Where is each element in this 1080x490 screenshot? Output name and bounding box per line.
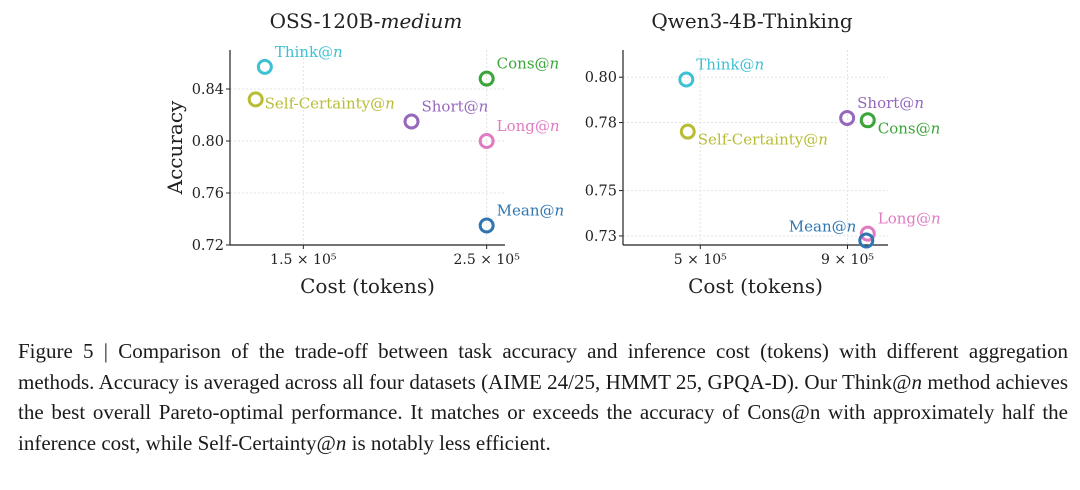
charts-figure: 0.72 0.76 0.80 0.84 1.5 × 10⁵ 2.5 × 10⁵ OSS-12…: [163, 9, 941, 298]
point-mean: [478, 217, 495, 234]
x-tick-label: 9 × 10⁵: [821, 252, 874, 268]
point-label-mean: Mean@n: [497, 202, 565, 220]
chart-title: Qwen3-4B-Thinking: [651, 9, 852, 33]
point-label-italic: n: [931, 210, 941, 228]
point-label-text: Self-Certainty@: [265, 94, 386, 112]
point-think: [678, 71, 695, 88]
point-cons: [478, 70, 495, 87]
point-label-italic: n: [479, 98, 489, 116]
point-label-short: Short@n: [422, 98, 489, 116]
point-label-text: Self-Certainty@: [698, 131, 819, 149]
point-label-italic: n: [385, 94, 395, 112]
y-tick-label: 0.80: [192, 134, 224, 150]
point-label-italic: n: [555, 202, 565, 220]
chart-title-text: OSS-120B-: [270, 9, 381, 33]
point-label-think: Think@n: [696, 55, 764, 73]
chart-panel-1: 0.72 0.76 0.80 0.84 1.5 × 10⁵ 2.5 × 10⁵ OSS-12…: [163, 9, 564, 298]
point-label-long: Long@n: [878, 210, 941, 228]
x-axis-label: Cost (tokens): [300, 274, 435, 298]
point-label-text: Long@: [878, 210, 931, 228]
figure-caption: Figure 5 | Comparison of the trade-off b…: [18, 336, 1068, 458]
y-axis-label: Accuracy: [163, 100, 187, 195]
point-label-italic: n: [333, 43, 343, 61]
point-label-long: Long@n: [497, 117, 560, 135]
caption-italic-n-2: n: [335, 430, 347, 455]
y-tick-label: 0.72: [192, 238, 224, 254]
point-label-self-certainty: Self-Certainty@n: [698, 131, 828, 149]
chart-title-text: Qwen3-4B-Thinking: [651, 9, 852, 33]
point-label-italic: n: [914, 94, 924, 112]
point-label-italic: n: [818, 131, 828, 149]
point-label-text: Short@: [422, 98, 479, 116]
caption-label: Figure 5 |: [18, 339, 119, 363]
point-label-think: Think@n: [275, 43, 343, 61]
x-axis-label: Cost (tokens): [688, 274, 823, 298]
point-label-text: Mean@: [497, 202, 555, 220]
caption-italic-n-1: n: [911, 369, 923, 394]
point-label-text: Short@: [857, 94, 914, 112]
x-tick-label: 5 × 10⁵: [674, 252, 727, 268]
chart-title: OSS-120B-medium: [270, 9, 463, 33]
y-tick-label: 0.75: [585, 184, 617, 200]
x-tick-label: 2.5 × 10⁵: [454, 252, 521, 268]
chart-title-italic: medium: [381, 9, 463, 33]
point-label-text: Long@: [497, 117, 550, 135]
point-think: [256, 58, 273, 75]
point-label-mean: Mean@n: [789, 217, 857, 235]
point-label-italic: n: [847, 217, 857, 235]
point-short: [839, 110, 856, 127]
point-cons: [859, 112, 876, 129]
point-short: [403, 113, 420, 130]
y-tick-label: 0.84: [192, 82, 224, 98]
point-label-short: Short@n: [857, 94, 924, 112]
point-label-text: Cons@: [878, 119, 931, 137]
point-label-text: Think@: [275, 43, 333, 61]
point-label-italic: n: [931, 119, 941, 137]
point-label-cons: Cons@n: [878, 119, 941, 137]
point-label-italic: n: [550, 117, 560, 135]
point-label-italic: n: [550, 55, 560, 73]
caption-text-3: is notably less efficient.: [346, 430, 551, 455]
point-label-cons: Cons@n: [497, 55, 560, 73]
point-long: [478, 133, 495, 149]
point-label-self-certainty: Self-Certainty@n: [265, 94, 395, 112]
x-tick-label: 1.5 × 10⁵: [270, 252, 337, 268]
y-tick-label: 0.78: [585, 116, 617, 132]
point-label-text: Think@: [696, 55, 754, 73]
point-long: [859, 225, 876, 242]
point-label-text: Cons@: [497, 55, 550, 73]
caption-text-1: Comparison of the trade-off between task…: [18, 339, 1068, 394]
point-mean: [858, 232, 875, 249]
y-tick-label: 0.76: [192, 186, 224, 202]
y-tick-label: 0.80: [585, 70, 617, 86]
chart-panel-2: 0.73 0.75 0.78 0.80 5 × 10⁵ 9 × 10⁵ Qwen3-4B-T…: [585, 9, 941, 298]
point-self-certainty: [247, 91, 264, 108]
point-label-italic: n: [755, 55, 765, 73]
point-label-text: Mean@: [789, 217, 847, 235]
point-self-certainty: [679, 123, 696, 140]
caption-text-2: method achieves the best overall Pareto-…: [18, 369, 1068, 455]
y-tick-label: 0.73: [585, 229, 617, 245]
